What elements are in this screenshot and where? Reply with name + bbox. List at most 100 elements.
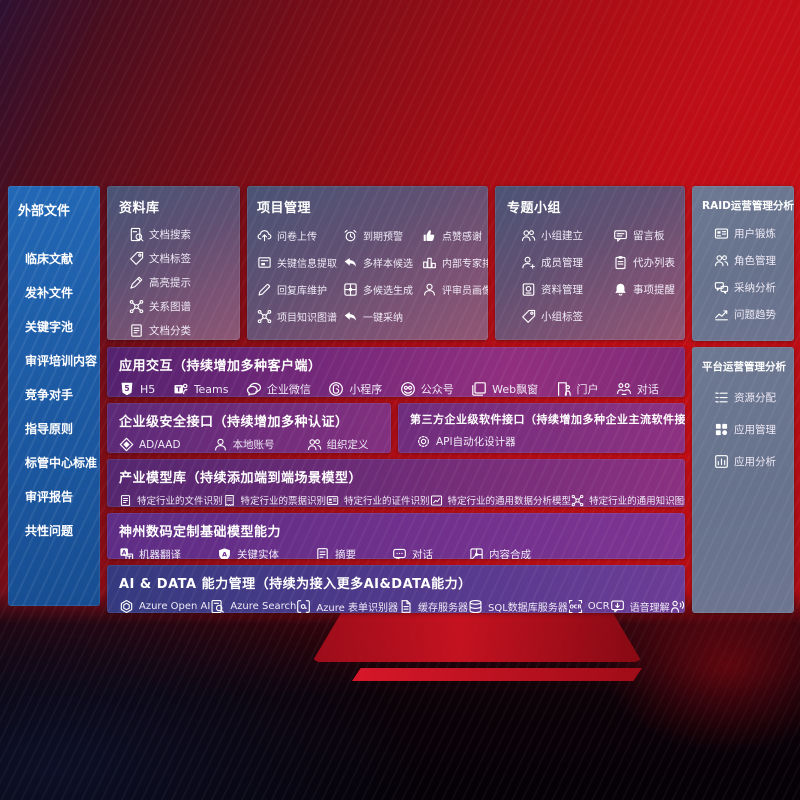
sidebar-item[interactable]: 审评报告: [25, 489, 74, 504]
panel-item[interactable]: 文档标签: [129, 251, 234, 266]
sidebar-item[interactable]: 关键字池: [25, 319, 74, 334]
compose-icon: [469, 547, 484, 559]
project-management-title: 项目管理: [257, 201, 312, 216]
band-item[interactable]: Web飘窗: [471, 381, 538, 397]
panel-item[interactable]: 关键信息提取: [257, 255, 343, 270]
tts-icon: [670, 599, 685, 613]
panel-item[interactable]: 回复库维护: [257, 282, 343, 297]
band-item[interactable]: 公众号: [400, 381, 454, 397]
chart-icon: [714, 454, 729, 469]
panel-item[interactable]: 资料管理: [521, 282, 613, 297]
dialog-icon: [616, 381, 632, 397]
panel-item[interactable]: 关系图谱: [129, 299, 234, 314]
band-item[interactable]: OCR OCR: [568, 599, 610, 613]
doc-icon: [119, 494, 132, 507]
panel-item[interactable]: 多候选生成: [343, 282, 422, 297]
panel-item[interactable]: 点赞感谢: [422, 228, 488, 243]
panel-item[interactable]: 成员管理: [521, 255, 613, 270]
panel-item[interactable]: 代办列表: [613, 255, 681, 270]
raid-items: 用户锻炼 角色管理 采纳分析 问题趋势: [714, 226, 790, 322]
band-item[interactable]: 摘要: [315, 547, 356, 559]
people-icon: [521, 228, 536, 243]
panel-item[interactable]: 问卷上传: [257, 228, 343, 243]
idcard-icon: [326, 494, 339, 507]
panel-item[interactable]: 到期预警: [343, 228, 422, 243]
graph-icon: [129, 299, 144, 314]
panel-item[interactable]: 一键采纳: [343, 309, 422, 324]
sidebar-item[interactable]: 竞争对手: [25, 387, 74, 402]
band-item[interactable]: A 关键实体: [217, 547, 279, 559]
panel-item[interactable]: 小组标签: [521, 309, 613, 324]
red-glow: [560, 610, 800, 800]
translate-icon: A: [119, 547, 134, 559]
sidebar-item[interactable]: 临床文献: [25, 251, 74, 266]
panel-item[interactable]: 高亮提示: [129, 275, 234, 290]
band-item[interactable]: 内容合成: [469, 547, 531, 559]
thirdparty-interface-band: 第三方企业级软件接口（持续增加多种企业主流软件接口） API自动化设计器: [398, 403, 685, 453]
band-item[interactable]: 语音理解: [610, 599, 670, 613]
band-item[interactable]: A 机器翻译: [119, 547, 181, 559]
panel-item[interactable]: 项目知识图谱: [257, 309, 343, 324]
band-item[interactable]: 特定行业的证件识别: [326, 493, 430, 507]
band-item[interactable]: 小程序: [328, 381, 382, 397]
chat-qa-icon: [714, 280, 729, 295]
panel-item[interactable]: 角色管理: [714, 253, 790, 268]
band-item[interactable]: 5 H5: [119, 381, 155, 397]
band-item[interactable]: 特定行业的文件识别: [119, 493, 223, 507]
panel-item[interactable]: 问题趋势: [714, 307, 790, 322]
sidebar-item[interactable]: 审评培训内容: [25, 353, 98, 368]
band-item[interactable]: API自动化设计器: [416, 434, 516, 449]
api-gear-icon: [416, 434, 431, 449]
alarm-icon: [343, 228, 358, 243]
panel-item[interactable]: 留言板: [613, 228, 681, 243]
band-item[interactable]: Azure Search: [210, 599, 296, 613]
band-item[interactable]: SQL数据库服务器: [468, 599, 568, 613]
band-item[interactable]: 门户: [556, 381, 599, 397]
panel-item[interactable]: 评审员画像: [422, 282, 488, 297]
ai-data-band: AI & DATA 能力管理（持续为接入更多AI&DATA能力） Azure O…: [107, 565, 685, 613]
reply-icon: [343, 255, 358, 270]
band-item[interactable]: 对话: [616, 381, 659, 397]
panel-item[interactable]: 应用分析: [714, 454, 790, 469]
app-interaction-title: 应用交互（持续增加多种客户端）: [119, 359, 322, 374]
band-item[interactable]: 特定行业的通用数据分析模型: [430, 493, 571, 507]
panel-item[interactable]: 应用管理: [714, 422, 790, 437]
band-item[interactable]: 对话: [392, 547, 433, 559]
band-item[interactable]: AD/AAD: [119, 437, 181, 452]
panel-item[interactable]: 文档搜索: [129, 227, 234, 242]
sidebar-item[interactable]: 发补文件: [25, 285, 74, 300]
sidebar-item[interactable]: 标管中心标准: [25, 455, 98, 470]
band-item[interactable]: 特定行业的票据识别: [223, 493, 326, 507]
svg-text:T: T: [176, 386, 181, 394]
form-recognizer-icon: [296, 599, 311, 613]
ad-icon: [119, 437, 134, 452]
panel-item[interactable]: 资源分配: [714, 390, 790, 405]
person-icon: [422, 282, 437, 297]
band-item[interactable]: TTS: [670, 599, 685, 613]
band-item[interactable]: 缓存服务器: [398, 599, 468, 613]
panel-item[interactable]: 文档分类: [129, 323, 234, 338]
band-item[interactable]: T Teams: [173, 381, 229, 397]
sidebar-title: 外部文件: [18, 204, 71, 219]
cache-server-icon: [398, 599, 413, 613]
thumbs-up-icon: [422, 228, 437, 243]
platform-analysis-title: 平台运营管理分析: [702, 361, 786, 373]
sidebar-item[interactable]: 共性问题: [25, 523, 74, 538]
panel-item[interactable]: 小组建立: [521, 228, 613, 243]
panel-item[interactable]: 内部专家排名: [422, 255, 488, 270]
panel-item[interactable]: 事项提醒: [613, 282, 681, 297]
band-item[interactable]: 组织定义: [307, 437, 369, 452]
band-item[interactable]: 本地账号: [213, 437, 275, 452]
industry-items: 特定行业的文件识别 特定行业的票据识别 特定行业的证件识别 特定行业的通用数据分…: [119, 493, 685, 507]
panel-item[interactable]: 用户锻炼: [714, 226, 790, 241]
band-item[interactable]: 特定行业的通用知识图谱模型: [571, 493, 685, 507]
band-item[interactable]: Azure 表单识别器: [296, 599, 398, 613]
band-item[interactable]: 企业微信: [246, 381, 311, 397]
sidebar-item[interactable]: 指导原则: [25, 421, 74, 436]
panel-item[interactable]: 采纳分析: [714, 280, 790, 295]
band-item[interactable]: Azure Open AI: [119, 599, 210, 613]
industry-model-band: 产业模型库（持续添加端到端场景模型） 特定行业的文件识别 特定行业的票据识别 特…: [107, 459, 685, 507]
panel-item[interactable]: 多样本候选: [343, 255, 422, 270]
entity-icon: A: [217, 547, 232, 559]
